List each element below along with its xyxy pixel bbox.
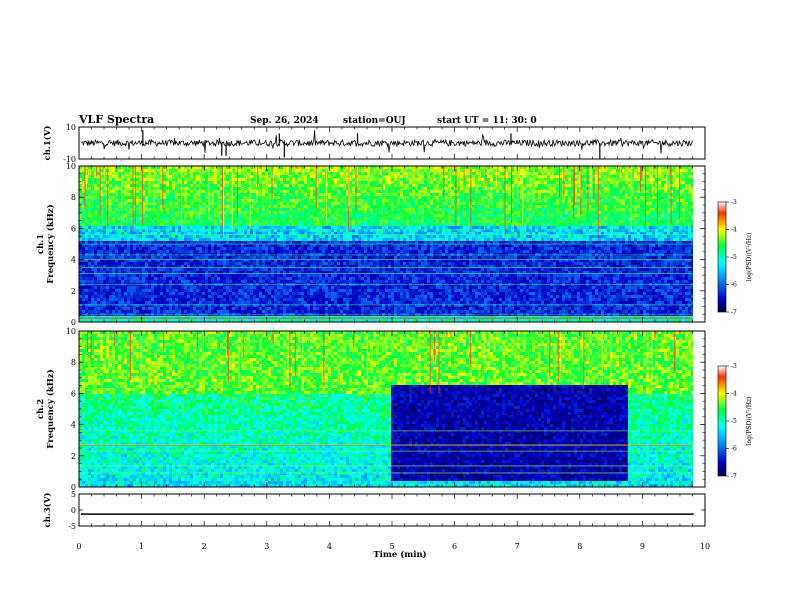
time-axis-label: Time (min) <box>373 549 426 560</box>
ch1-waveform-ylabel: ch.1(V) <box>42 126 53 161</box>
ch1-spectrogram-ytick-label: 6 <box>71 224 76 233</box>
ch2-spectrogram-ytick-label: 0 <box>71 483 76 492</box>
ch1-waveform-ytick-label: -10 <box>63 155 76 164</box>
ch1-colorbar: -3 -4 -5 -6 -7 log(PSD)(V²/Hz) <box>717 199 753 316</box>
colorbar-tick-label: -7 <box>731 473 737 480</box>
ch1-waveform-ytick-label: 10 <box>66 123 76 132</box>
ch3-waveform-ytick-label: 0 <box>71 506 76 515</box>
ch2-spectrogram-ytick-label: 10 <box>66 327 76 336</box>
colorbar-tick-label: -5 <box>731 254 737 261</box>
time-tick-label: 8 <box>577 542 582 551</box>
ch2-colorbar-label: log(PSD)(V²/Hz) <box>746 397 753 446</box>
colorbar-tick-label: -3 <box>731 363 737 370</box>
colorbar-tick-label: -6 <box>731 446 737 453</box>
ch1-spectrogram-ytick-label: 10 <box>66 162 76 171</box>
ch2-spectrogram-ylabel: ch.2Frequency (kHz) <box>36 369 56 448</box>
time-tick-label: 1 <box>139 542 144 551</box>
time-tick-label: 5 <box>389 542 394 551</box>
colorbar-tick-label: -6 <box>731 282 737 289</box>
time-tick-label: 2 <box>202 542 207 551</box>
ch1-spectrogram-ylabel: ch.1Frequency (kHz) <box>36 204 56 283</box>
ch1-colorbar-label: log(PSD)(V²/Hz) <box>746 233 753 282</box>
time-axis: 0 1 2 3 4 5 6 7 8 9 10 <box>76 127 710 551</box>
ch2-spectrogram-panel: 0 2 4 6 8 10 ch.2Frequency (kHz) <box>36 327 706 492</box>
ch1-waveform-line <box>80 129 694 154</box>
time-tick-label: 6 <box>452 542 457 551</box>
colorbar-tick-label: -5 <box>731 418 737 425</box>
ch1-spectrogram-ytick-label: 2 <box>71 287 76 296</box>
time-tick-label: 3 <box>264 542 269 551</box>
header-date: Sep. 26, 2024 <box>250 116 319 126</box>
ch1-spectrogram-ytick-label: 8 <box>71 193 76 202</box>
colorbar-tick-label: -4 <box>731 227 737 234</box>
ch2-colorbar: -3 -4 -5 -6 -7 log(PSD)(V²/Hz) <box>717 363 753 480</box>
ch1-spectrogram-ytick-label: 4 <box>71 256 76 265</box>
time-tick-label: 10 <box>700 542 710 551</box>
colorbar-tick-label: -7 <box>731 309 737 316</box>
ch2-spectrogram-ytick-label: 8 <box>71 358 76 367</box>
ch3-waveform-ytick-label: 5 <box>71 490 76 499</box>
time-tick-label: 4 <box>327 542 332 551</box>
ch2-spectrogram-ytick-label: 6 <box>71 389 76 398</box>
ch2-spectrogram-ytick-label: 2 <box>71 452 76 461</box>
time-tick-label: 9 <box>640 542 645 551</box>
ch1-spectrogram-ytick-label: 0 <box>71 318 76 327</box>
header-start-time: start UT = 11: 30: 0 <box>437 116 537 126</box>
figure-title: VLF Spectra <box>78 113 154 126</box>
time-tick-label: 0 <box>76 542 81 551</box>
ch3-waveform-ylabel: ch.3(V) <box>42 493 53 528</box>
header-station: station=OUJ <box>343 116 406 126</box>
colorbar-tick-label: -4 <box>731 391 737 398</box>
ch2-spectrogram-ytick-label: 4 <box>71 421 76 430</box>
ch1-spectrogram-panel: 0 2 4 6 8 10 ch.1Frequency (kHz) <box>36 162 706 327</box>
ch3-waveform-ytick-label: -5 <box>68 522 76 531</box>
time-tick-label: 7 <box>515 542 520 551</box>
colorbar-tick-label: -3 <box>731 199 737 206</box>
